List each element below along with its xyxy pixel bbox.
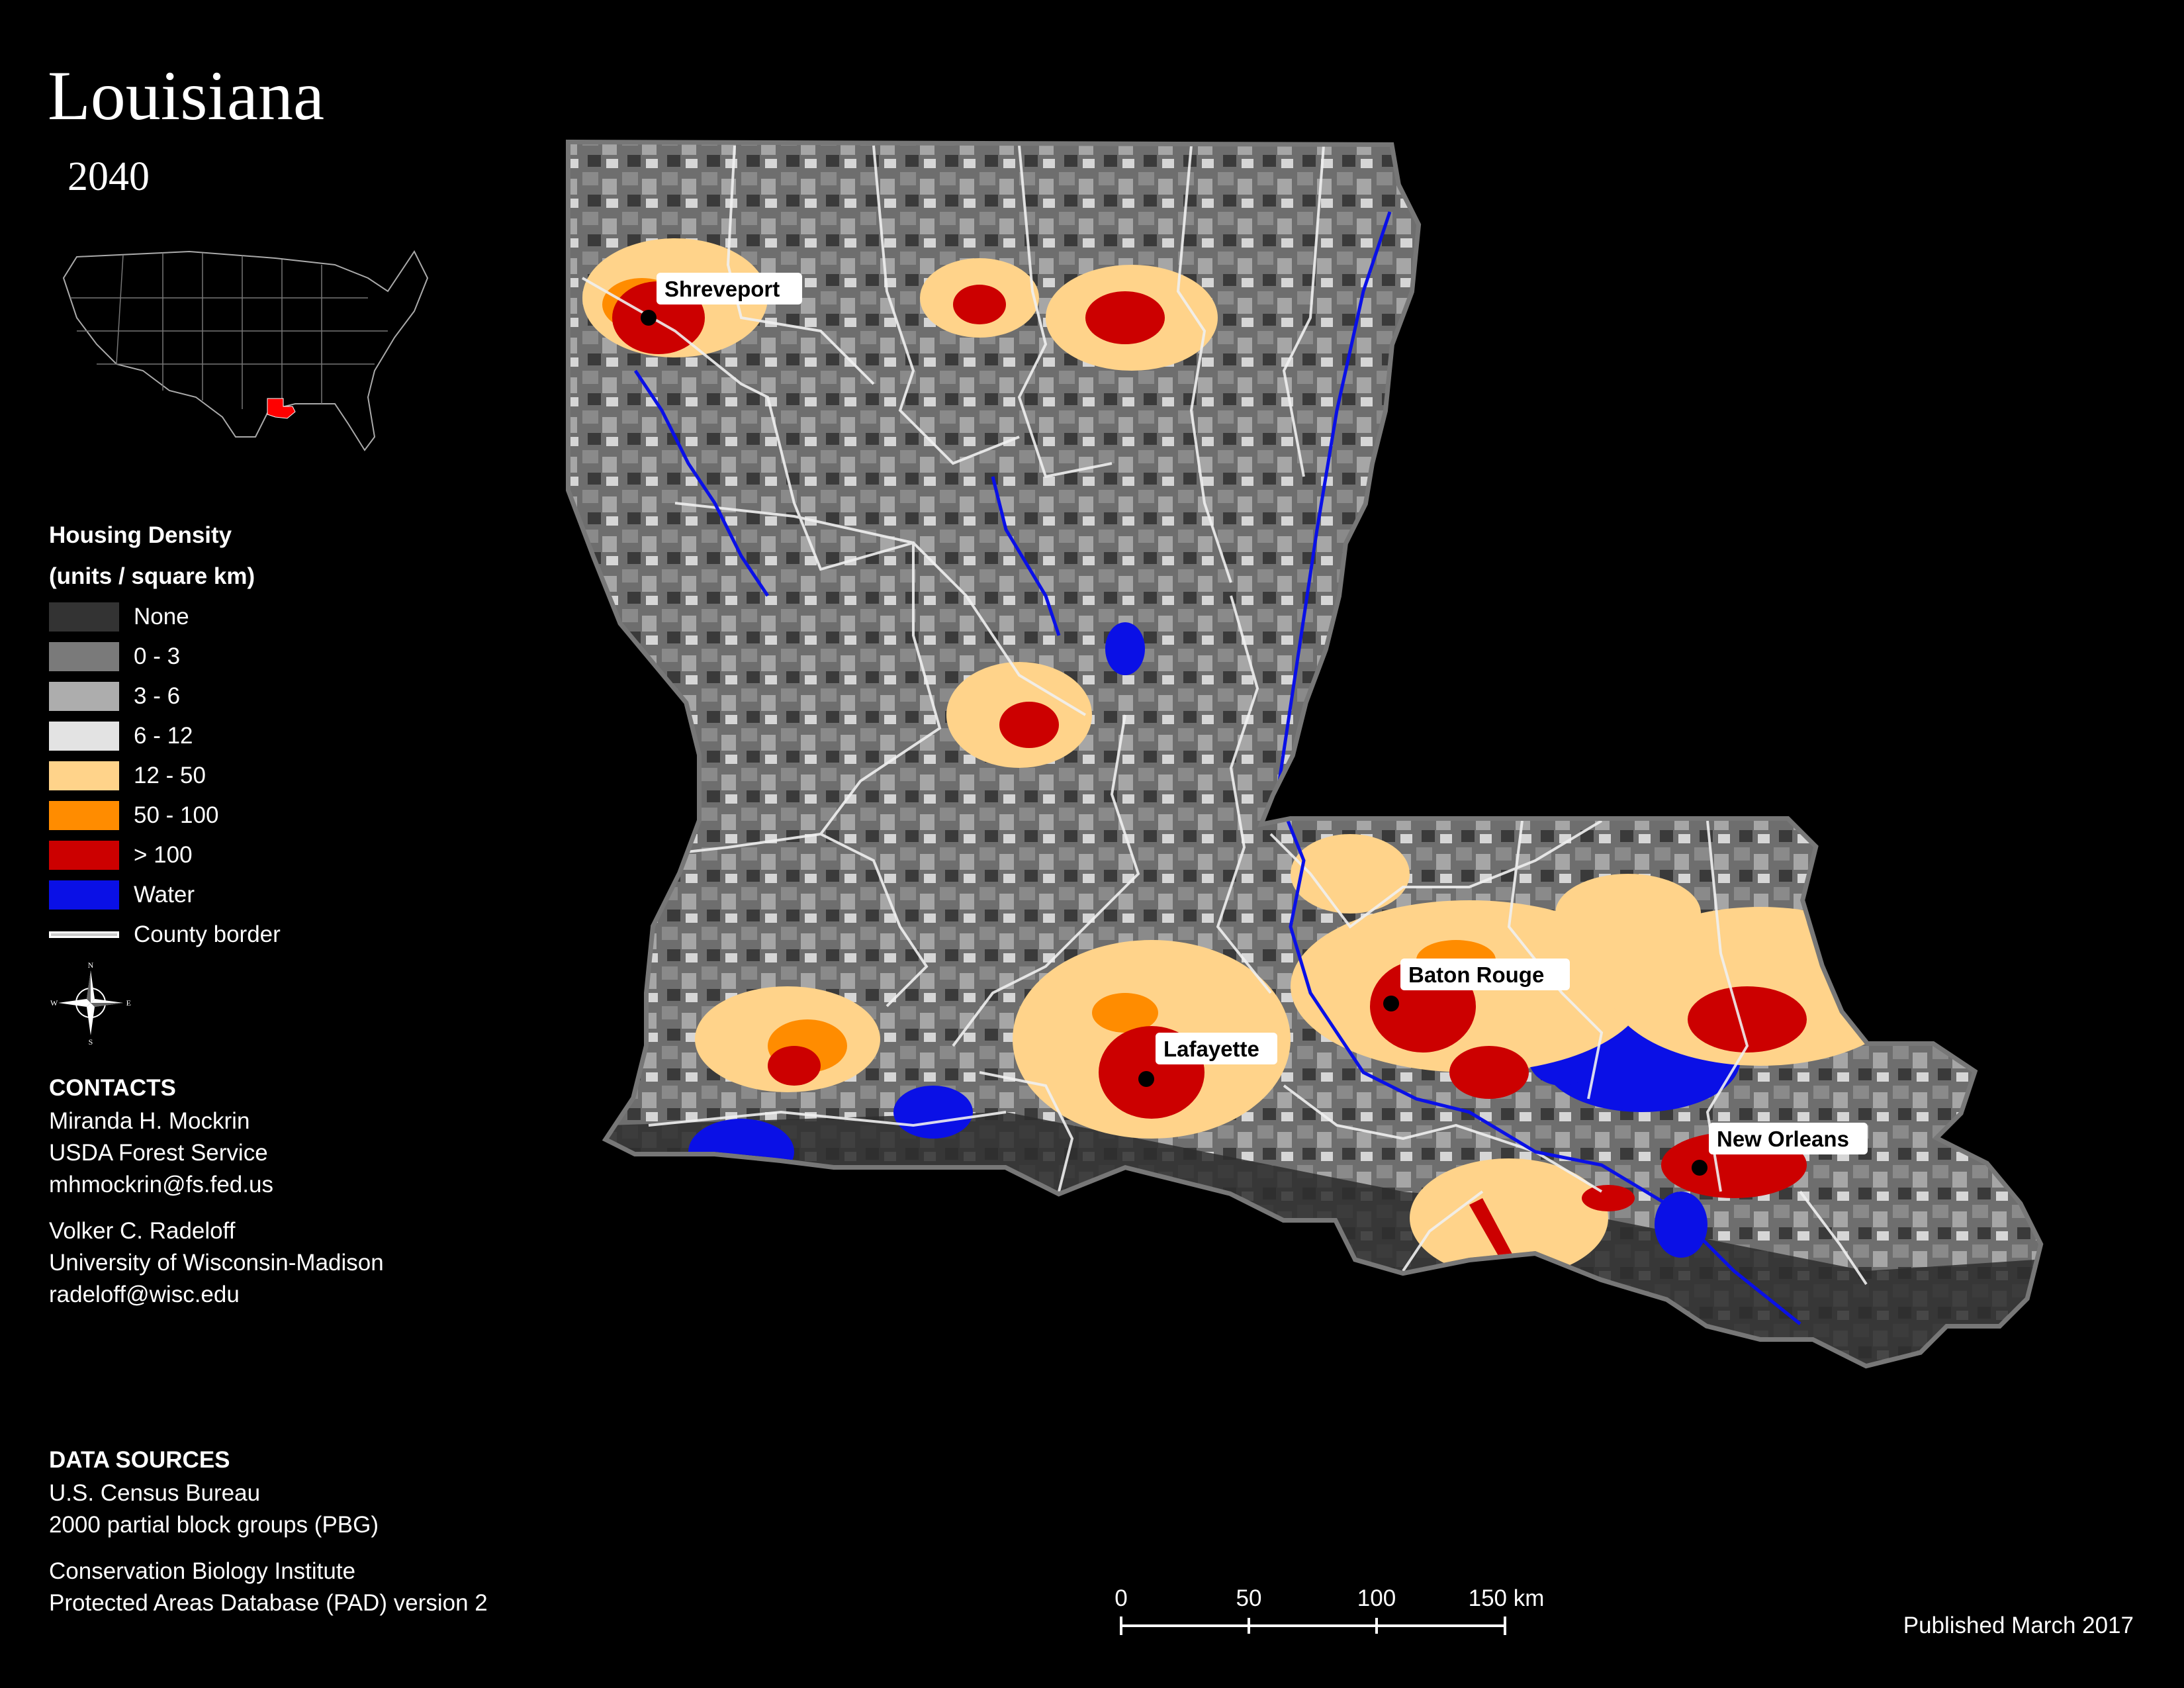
- legend-item: None: [49, 597, 420, 637]
- scale-tick-label: 50: [1236, 1585, 1262, 1611]
- legend-swatch: [49, 602, 119, 632]
- legend-item-county-border: County border: [49, 915, 420, 955]
- us-outline: [62, 250, 429, 451]
- legend-item: 50 - 100: [49, 796, 420, 835]
- source-line: Protected Areas Database (PAD) version 2: [49, 1590, 488, 1616]
- legend-swatch: [49, 841, 119, 870]
- data-sources-section: DATA SOURCES U.S. Census Bureau 2000 par…: [49, 1443, 592, 1619]
- louisiana-highlight: [267, 398, 296, 419]
- contact-email[interactable]: mhmockrin@fs.fed.us: [49, 1172, 273, 1197]
- map-year: 2040: [68, 154, 150, 199]
- city-label: Baton Rouge: [1408, 962, 1544, 987]
- city-baton-rouge[interactable]: Baton Rouge: [1383, 959, 1570, 1011]
- contact-name: Miranda H. Mockrin: [49, 1108, 250, 1134]
- compass-s: S: [89, 1037, 93, 1045]
- legend-item: 3 - 6: [49, 677, 420, 716]
- legend-label: Water: [134, 882, 195, 908]
- legend-label: County border: [134, 921, 281, 947]
- legend-swatch: [49, 722, 119, 751]
- legend: Housing Density (units / square km) None…: [49, 515, 420, 955]
- county-borders: [582, 145, 1868, 1286]
- contacts-section: CONTACTS Miranda H. Mockrin USDA Forest …: [49, 1071, 525, 1311]
- contact-name: Volker C. Radeloff: [49, 1218, 236, 1244]
- legend-item: 6 - 12: [49, 716, 420, 756]
- compass-n: N: [88, 961, 94, 970]
- scale-tick-label: 0: [1115, 1585, 1127, 1611]
- scale-tick-label: 100: [1357, 1585, 1396, 1611]
- compass-rose-icon: N S E W: [50, 961, 131, 1045]
- data-sources-heading: DATA SOURCES: [49, 1447, 230, 1473]
- legend-units: (units / square km): [49, 563, 255, 589]
- city-markers: Shreveport Baton Rouge Lafayette New Orl…: [641, 273, 1868, 1176]
- city-shreveport[interactable]: Shreveport: [641, 273, 802, 326]
- legend-item: Water: [49, 875, 420, 915]
- scale-bar: 0 50 100 150 km: [1115, 1585, 1545, 1635]
- city-lafayette[interactable]: Lafayette: [1138, 1033, 1277, 1087]
- city-new-orleans[interactable]: New Orleans: [1692, 1123, 1868, 1176]
- us-locator-map: [62, 250, 429, 451]
- louisiana-housing-density-map[interactable]: Shreveport Baton Rouge Lafayette New Orl…: [543, 132, 2065, 1549]
- city-label: Lafayette: [1163, 1037, 1259, 1061]
- legend-label: 12 - 50: [134, 763, 206, 788]
- source-line: Conservation Biology Institute: [49, 1558, 356, 1584]
- legend-label: None: [134, 604, 189, 630]
- map-title: Louisiana: [48, 57, 324, 134]
- legend-swatch: [49, 761, 119, 790]
- legend-label: > 100: [134, 842, 193, 868]
- contact-org: University of Wisconsin-Madison: [49, 1250, 384, 1276]
- legend-swatch: [49, 642, 119, 671]
- legend-title: Housing Density: [49, 522, 232, 548]
- county-border-swatch: [49, 931, 119, 938]
- legend-label: 50 - 100: [134, 802, 219, 828]
- source-line: U.S. Census Bureau: [49, 1480, 261, 1506]
- city-label: Shreveport: [664, 277, 780, 301]
- legend-item: 12 - 50: [49, 756, 420, 796]
- legend-label: 6 - 12: [134, 723, 193, 749]
- compass-w: W: [50, 998, 58, 1008]
- contact-org: USDA Forest Service: [49, 1140, 268, 1166]
- legend-label: 0 - 3: [134, 643, 181, 669]
- legend-items: None 0 - 3 3 - 6 6 - 12 12 - 50 50 - 100…: [49, 597, 420, 955]
- legend-swatch: [49, 880, 119, 910]
- scale-tick-label: 150 km: [1469, 1585, 1545, 1611]
- legend-label: 3 - 6: [134, 683, 181, 709]
- contact-email[interactable]: radeloff@wisc.edu: [49, 1282, 240, 1307]
- rivers: [633, 211, 1801, 1325]
- legend-swatch: [49, 682, 119, 711]
- legend-item: > 100: [49, 835, 420, 875]
- scale-bar-line: [1120, 1617, 1506, 1635]
- source-line: 2000 partial block groups (PBG): [49, 1512, 379, 1538]
- compass-e: E: [126, 998, 131, 1008]
- legend-item: 0 - 3: [49, 637, 420, 677]
- city-label: New Orleans: [1717, 1127, 1849, 1151]
- contacts-heading: CONTACTS: [49, 1075, 176, 1101]
- legend-swatch: [49, 801, 119, 830]
- published-date: Published March 2017: [1903, 1613, 2134, 1638]
